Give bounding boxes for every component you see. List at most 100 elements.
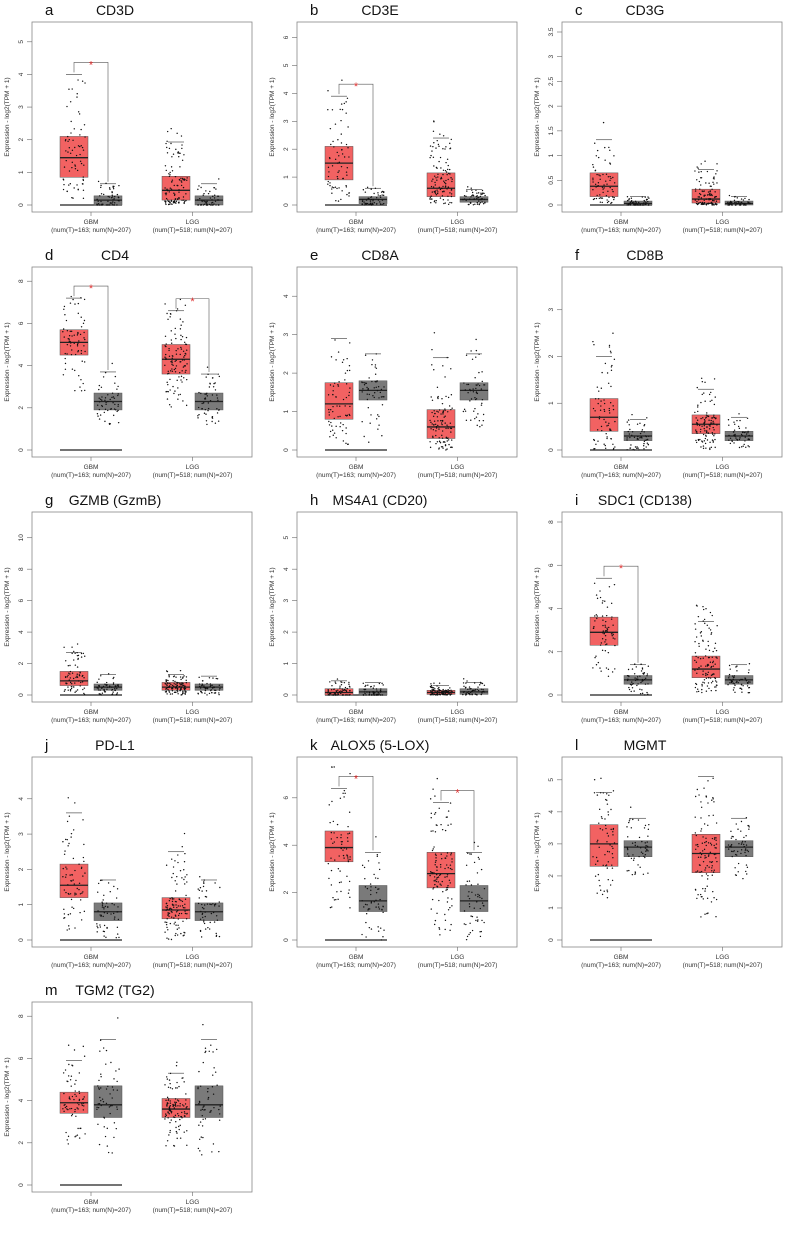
jitter-point <box>604 626 607 628</box>
jitter-point <box>472 204 475 206</box>
jitter-point <box>345 143 348 146</box>
jitter-point <box>702 670 704 672</box>
jitter-point <box>62 188 65 191</box>
jitter-point <box>633 690 635 692</box>
jitter-point <box>442 413 444 415</box>
jitter-point <box>467 203 470 206</box>
jitter-point <box>628 820 631 822</box>
jitter-point <box>205 1050 207 1053</box>
jitter-point <box>740 446 743 448</box>
jitter-point <box>716 170 718 172</box>
jitter-point <box>715 837 717 839</box>
jitter-point <box>432 788 434 790</box>
jitter-point <box>117 409 119 412</box>
jitter-point <box>62 331 64 333</box>
jitter-point <box>738 843 740 845</box>
jitter-point <box>200 936 203 938</box>
jitter-point <box>75 690 77 692</box>
jitter-point <box>705 182 707 184</box>
jitter-point <box>206 694 208 696</box>
jitter-point <box>102 685 105 688</box>
jitter-point <box>438 447 440 449</box>
jitter-point <box>82 856 85 859</box>
jitter-point <box>115 1070 117 1072</box>
jitter-point <box>211 1151 213 1153</box>
jitter-point <box>103 688 105 691</box>
jitter-point <box>599 590 601 592</box>
jitter-point <box>465 692 467 695</box>
jitter-point <box>465 195 467 197</box>
jitter-point <box>181 877 183 879</box>
jitter-point <box>181 177 184 180</box>
panel-title: CD8B <box>626 247 663 263</box>
jitter-point <box>610 828 612 831</box>
y-tick-label: 4 <box>283 91 290 95</box>
x-group-label: LGG <box>186 954 200 961</box>
jitter-point <box>731 201 733 204</box>
jitter-point <box>740 198 743 200</box>
jitter-point <box>430 684 433 687</box>
jitter-point <box>708 676 710 679</box>
jitter-point <box>595 614 598 616</box>
jitter-point <box>430 185 433 188</box>
jitter-point <box>432 424 435 426</box>
jitter-point <box>710 633 712 635</box>
jitter-point <box>444 186 447 188</box>
jitter-point <box>71 196 73 199</box>
jitter-point <box>114 375 117 378</box>
jitter-point <box>705 674 707 677</box>
jitter-point <box>185 676 188 678</box>
jitter-point <box>338 170 340 172</box>
x-group-label: LGG <box>451 464 465 471</box>
jitter-point <box>470 853 472 855</box>
jitter-point <box>748 825 750 827</box>
jitter-point <box>112 1089 115 1091</box>
jitter-point <box>175 687 178 689</box>
jitter-point <box>183 1111 186 1113</box>
jitter-point <box>740 201 743 204</box>
jitter-point <box>477 689 480 692</box>
jitter-point <box>183 356 185 358</box>
jitter-point <box>374 692 376 694</box>
x-group-label: GBM <box>614 219 629 226</box>
jitter-point <box>343 102 346 105</box>
y-axis-label: Expression - log2(TPM + 1) <box>4 812 11 891</box>
jitter-point <box>647 835 649 837</box>
jitter-point <box>449 148 451 150</box>
jitter-point <box>204 397 207 399</box>
jitter-point <box>184 910 186 912</box>
jitter-point <box>710 446 713 449</box>
jitter-point <box>209 197 212 199</box>
jitter-point <box>440 823 442 826</box>
x-group-label: GBM <box>84 954 99 961</box>
jitter-point <box>198 185 200 187</box>
jitter-point <box>706 897 709 900</box>
jitter-point <box>378 682 381 685</box>
jitter-point <box>74 1108 76 1111</box>
jitter-point <box>714 680 717 682</box>
jitter-point <box>212 195 214 197</box>
jitter-point <box>604 362 607 365</box>
panel-letter: i <box>575 492 578 509</box>
jitter-point <box>198 1124 200 1126</box>
jitter-point <box>447 396 450 399</box>
jitter-point <box>743 836 745 839</box>
jitter-point <box>603 418 605 421</box>
jitter-point <box>116 1108 118 1110</box>
jitter-point <box>711 614 713 617</box>
jitter-point <box>182 366 185 368</box>
jitter-point <box>471 929 474 932</box>
jitter-point <box>72 197 74 199</box>
jitter-point <box>69 1079 72 1081</box>
jitter-point <box>740 684 743 686</box>
jitter-point <box>348 889 350 891</box>
panel-title: CD3D <box>96 2 134 18</box>
jitter-point <box>468 686 471 688</box>
jitter-point <box>197 417 199 419</box>
jitter-point <box>212 1143 215 1145</box>
jitter-point <box>429 874 431 877</box>
jitter-point <box>703 608 705 611</box>
jitter-point <box>449 446 452 448</box>
jitter-point <box>604 624 606 626</box>
jitter-point <box>697 615 700 618</box>
